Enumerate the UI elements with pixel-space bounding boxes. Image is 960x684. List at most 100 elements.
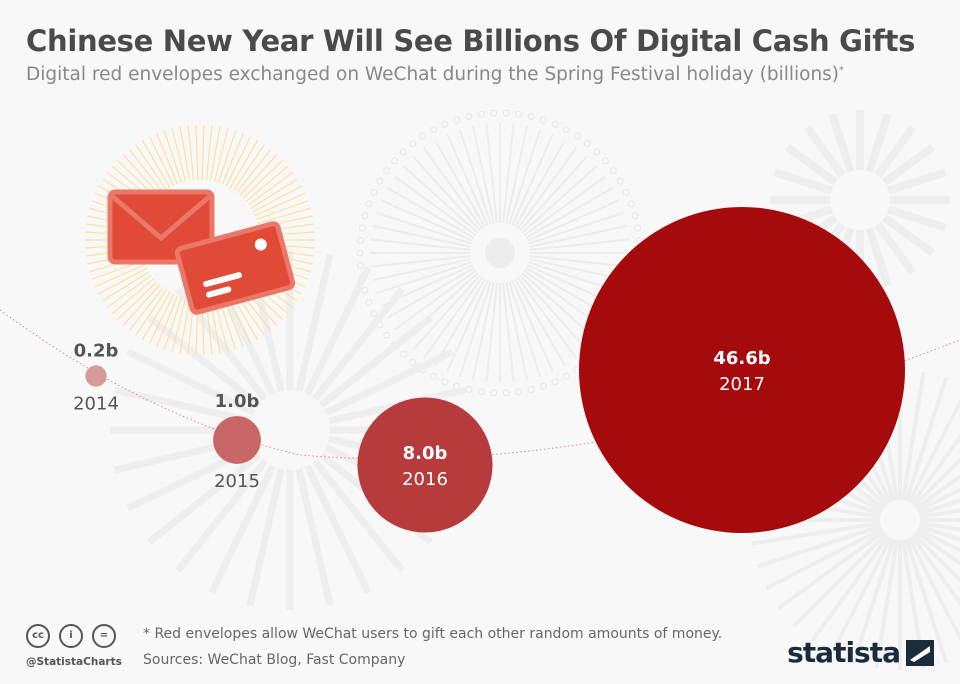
dot [358, 224, 366, 232]
ray [916, 527, 960, 553]
dot [583, 140, 591, 148]
ray [511, 279, 554, 373]
ray [514, 139, 566, 228]
ray [904, 376, 949, 502]
ray [458, 129, 492, 225]
ray [528, 211, 624, 245]
ray [784, 143, 839, 186]
ray [918, 498, 960, 516]
footnote-mark: * [839, 64, 845, 76]
ray [471, 125, 495, 224]
ray [874, 221, 917, 276]
ray [372, 258, 471, 282]
twitter-handle[interactable]: @StatistaCharts [26, 656, 122, 668]
ray [370, 255, 471, 268]
ray [446, 133, 489, 227]
dot [551, 120, 559, 128]
dot [370, 310, 378, 318]
ray [304, 266, 372, 396]
no-derivatives-icon[interactable]: = [92, 624, 116, 648]
dot [465, 385, 473, 393]
dot [622, 188, 630, 196]
ray [851, 538, 896, 664]
statista-logo[interactable]: statista [787, 636, 934, 669]
ray [521, 165, 598, 234]
ray [918, 524, 960, 542]
dot [361, 286, 369, 294]
dot [609, 167, 617, 175]
dot [356, 249, 364, 257]
ray [485, 123, 498, 224]
dot [453, 116, 461, 124]
ray [904, 538, 949, 664]
ray [376, 261, 472, 295]
ray [887, 168, 947, 195]
ray [881, 143, 936, 186]
ray [777, 530, 885, 610]
ray [519, 155, 588, 232]
dot [383, 331, 391, 339]
dot [627, 200, 635, 208]
ray [380, 199, 474, 242]
ray [756, 524, 882, 569]
dot [573, 132, 581, 140]
dot [539, 382, 547, 390]
ray [434, 278, 486, 367]
ray [458, 281, 492, 377]
ray [386, 267, 475, 319]
ray [792, 532, 888, 628]
ray [126, 348, 256, 416]
dot [391, 157, 399, 165]
ray [916, 487, 960, 513]
ray [295, 253, 334, 392]
dot [477, 388, 485, 396]
value-label: 8.0b [403, 443, 448, 464]
ray [910, 434, 960, 505]
footnote: * Red envelopes allow WeChat users to gi… [143, 626, 723, 642]
dot [399, 350, 407, 358]
ray [386, 187, 475, 239]
dot [399, 148, 407, 156]
ray [508, 281, 542, 377]
ray [912, 457, 960, 508]
year-label: 2014 [73, 394, 119, 415]
dot [441, 120, 449, 128]
ray [471, 282, 495, 381]
dot [376, 177, 384, 185]
ray [915, 530, 960, 567]
ray [502, 282, 515, 383]
ray [765, 527, 884, 590]
ray [865, 113, 892, 173]
ray [502, 123, 515, 224]
ray [901, 371, 926, 501]
dot [477, 110, 485, 118]
dot [383, 167, 391, 175]
dot [601, 157, 609, 165]
cc-icon[interactable]: cc [26, 624, 50, 648]
dot [357, 236, 365, 244]
ray [505, 125, 529, 224]
envelope-illustration [85, 125, 315, 355]
ray [402, 165, 479, 234]
dot [527, 113, 535, 121]
ray [810, 535, 890, 643]
dot [631, 212, 639, 220]
dot [361, 212, 369, 220]
sources: Sources: WeChat Blog, Fast Company [143, 652, 406, 668]
value-label: 0.2b [74, 340, 119, 361]
ray [828, 113, 855, 173]
ray [422, 147, 484, 230]
ray [304, 464, 372, 594]
ray [422, 276, 484, 359]
ray [394, 269, 477, 331]
dot [409, 140, 417, 148]
ray [511, 133, 554, 227]
dot [441, 378, 449, 386]
attribution-icon[interactable]: i [59, 624, 83, 648]
dot [365, 298, 373, 306]
dot [419, 132, 427, 140]
dot [527, 385, 535, 393]
ray [525, 187, 614, 239]
